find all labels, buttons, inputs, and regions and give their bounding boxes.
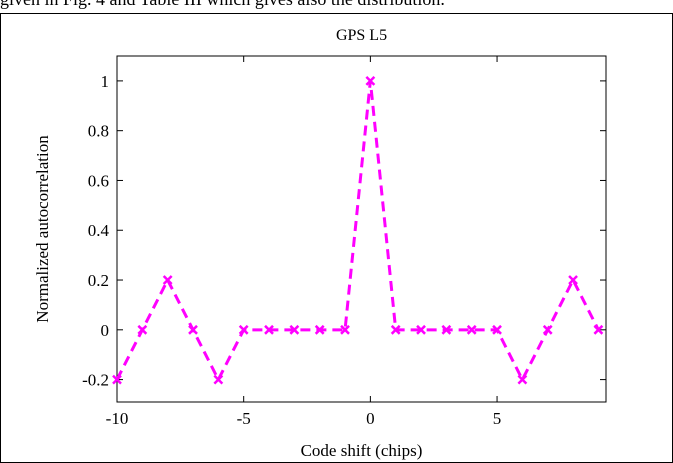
y-tick-label: 0.8 (88, 122, 109, 141)
y-axis-label: Normalized autocorrelation (33, 135, 52, 323)
y-tick-label: 0.2 (88, 271, 109, 290)
data-point-marker (289, 324, 300, 335)
marker-stroke (466, 324, 477, 335)
data-point-marker (441, 324, 452, 335)
data-point-marker (390, 324, 401, 335)
data-point-marker (112, 374, 122, 385)
data-point-marker (238, 324, 249, 335)
y-tick-label: 1 (101, 72, 110, 91)
marker-stroke (264, 324, 274, 335)
document-caption-text: given in Fig. 4 and Table III which give… (0, 0, 673, 9)
x-tick-label: 5 (493, 409, 502, 428)
data-point-marker (162, 275, 173, 285)
data-point-marker (264, 324, 274, 335)
data-point-marker (517, 374, 528, 385)
data-point-marker (466, 324, 477, 335)
data-point-marker (365, 76, 376, 86)
marker-stroke (416, 324, 426, 335)
series-line (115, 80, 600, 383)
data-point-marker (314, 324, 325, 335)
data-point-marker (593, 324, 604, 335)
chart-title: GPS L5 (336, 27, 387, 44)
marker-stroke (112, 374, 122, 385)
marker-stroke (441, 324, 452, 335)
marker-stroke (213, 374, 224, 385)
marker-stroke (517, 374, 528, 385)
axes-group: -10 -5 0 5 -0.2 0 0.2 0.4 0.6 0.8 1 (82, 55, 607, 428)
marker-stroke (137, 324, 148, 335)
data-point-marker (416, 324, 426, 335)
x-tick-label: 0 (366, 409, 375, 428)
data-point-marker (492, 324, 502, 335)
plot-border (116, 55, 607, 403)
marker-stroke (340, 324, 350, 335)
marker-stroke (314, 324, 325, 335)
y-tick-label: 0.4 (88, 221, 110, 240)
marker-stroke (492, 324, 502, 335)
marker-stroke (542, 324, 553, 335)
marker-stroke (390, 324, 401, 335)
marker-stroke (568, 275, 578, 285)
marker-stroke (593, 324, 604, 335)
series-group (112, 76, 604, 385)
y-tick-label: 0 (101, 321, 110, 340)
x-tick-label: -5 (237, 409, 251, 428)
data-point-marker (568, 275, 578, 285)
marker-stroke (238, 324, 249, 335)
y-tick-label: -0.2 (82, 371, 109, 390)
marker-stroke (162, 275, 173, 285)
data-point-marker (542, 324, 553, 335)
x-axis-label: Code shift (chips) (301, 441, 423, 460)
x-tick-label: -10 (106, 409, 129, 428)
data-point-marker (188, 324, 198, 335)
data-point-marker (213, 374, 224, 385)
plot-area (117, 56, 606, 402)
marker-stroke (365, 76, 376, 86)
marker-stroke (188, 324, 198, 335)
y-tick-label: 0.6 (88, 171, 109, 190)
data-point-marker (340, 324, 350, 335)
data-point-marker (137, 324, 148, 335)
marker-stroke (289, 324, 300, 335)
